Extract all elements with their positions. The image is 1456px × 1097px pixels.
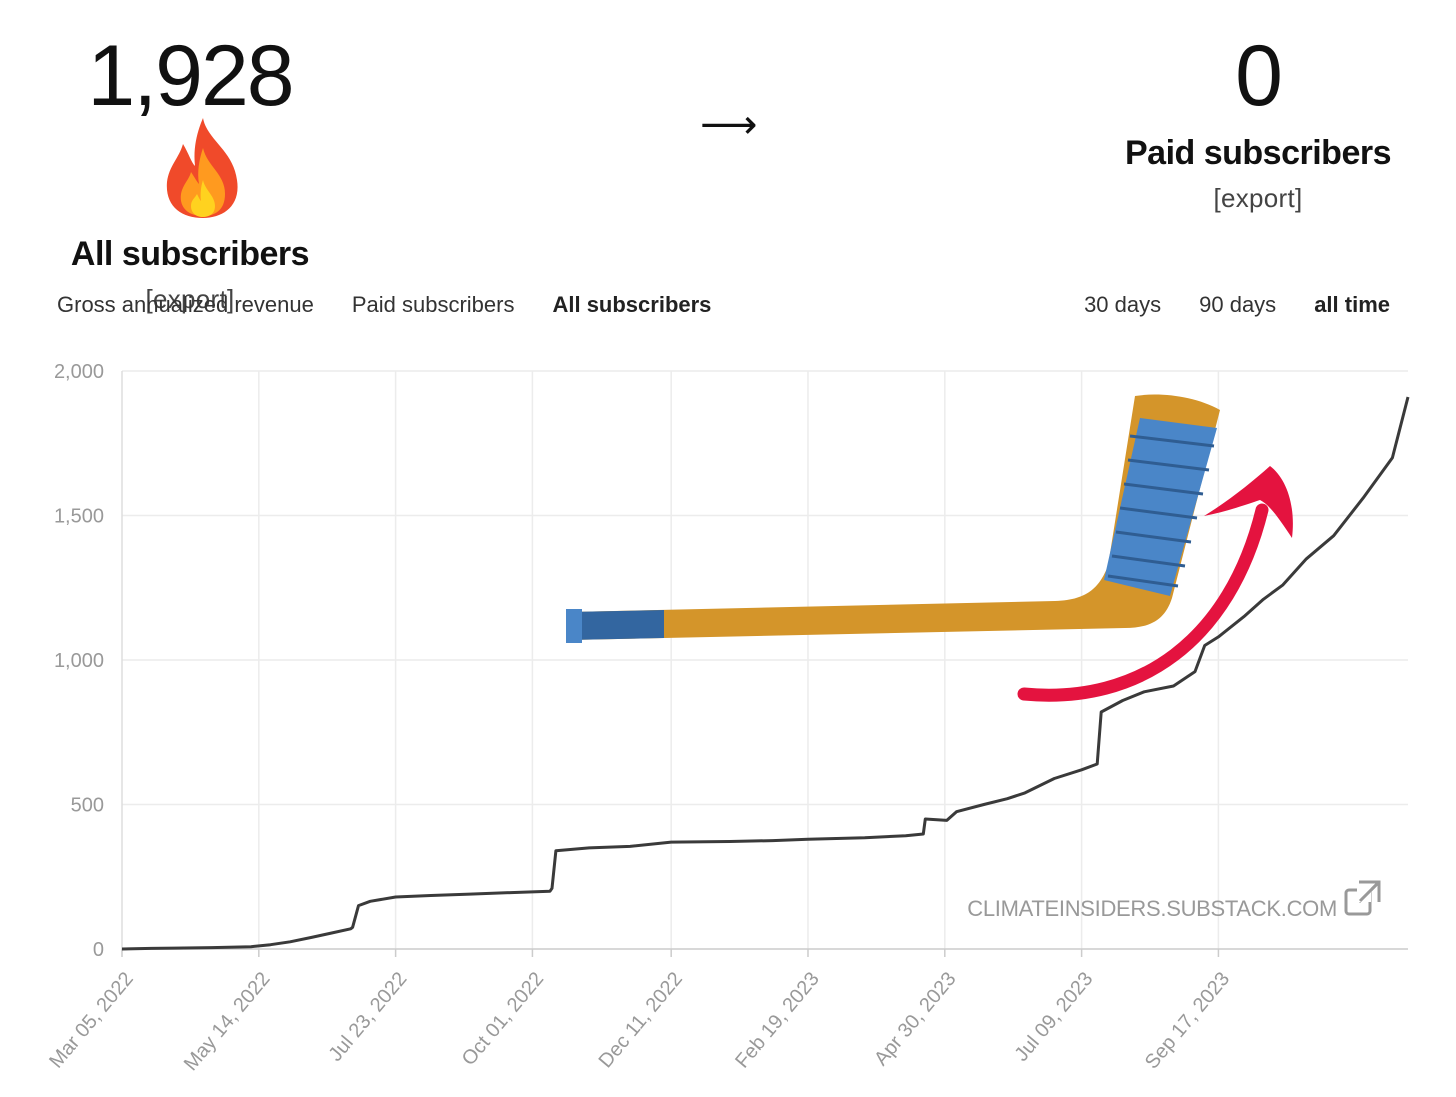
export-all-link[interactable]: [export]: [145, 284, 235, 314]
hockey-stick-icon: [566, 394, 1220, 643]
range-30-days[interactable]: 30 days: [1084, 292, 1162, 317]
tab-gross-annualized-revenue[interactable]: Gross annualized revenue: [57, 292, 314, 317]
x-tick-label: May 14, 2022: [180, 968, 275, 1075]
paid-subscribers-stat: 0 Paid subscribers [export]: [1108, 28, 1408, 214]
watermark-text[interactable]: CLIMATEINSIDERS.SUBSTACK.COM: [967, 896, 1337, 921]
red-curved-arrow-icon: [1017, 466, 1293, 702]
x-tick-label: Oct 01, 2022: [458, 968, 548, 1070]
y-tick-label: 500: [71, 795, 104, 817]
all-subscribers-count: 1,928: [87, 28, 294, 124]
series-line-all-subscribers: [121, 396, 1410, 951]
range-tabs: 30 days 90 days all time: [1084, 292, 1390, 318]
tab-all-subscribers[interactable]: All subscribers: [552, 292, 712, 317]
y-tick-label: 1,500: [54, 506, 104, 528]
x-tick-label: Jul 09, 2023: [1011, 968, 1098, 1066]
tab-paid-subscribers[interactable]: Paid subscribers: [351, 292, 515, 317]
external-link-icon[interactable]: [1344, 880, 1381, 916]
x-axis-ticks: Mar 05, 2022 May 14, 2022 Jul 23, 2022 Oct …: [45, 949, 1234, 1075]
x-tick-label: Sep 17, 2023: [1141, 968, 1234, 1073]
paid-subscribers-count: 0: [1235, 28, 1283, 124]
x-tick-label: Apr 30, 2023: [870, 968, 960, 1070]
y-axis-ticks: 0 500 1,000 1,500 2,000: [54, 361, 104, 961]
y-tick-label: 2,000: [54, 361, 104, 383]
range-90-days[interactable]: 90 days: [1199, 292, 1277, 317]
x-tick-label: Feb 19, 2023: [731, 968, 824, 1072]
all-subscribers-stat: 1,928 All subscribers [export]: [40, 28, 340, 315]
y-tick-label: 1,000: [54, 650, 104, 672]
range-all-time[interactable]: all time: [1314, 292, 1390, 317]
chart-grid: [122, 370, 1408, 949]
y-tick-label: 0: [93, 939, 104, 961]
x-tick-label: Mar 05, 2022: [45, 968, 138, 1072]
fire-icon: [163, 114, 243, 225]
x-tick-label: Dec 11, 2022: [595, 968, 687, 1072]
arrow-right-icon: ⟶: [700, 103, 758, 147]
metric-tabs: Gross annualized revenue Paid subscriber…: [57, 292, 711, 318]
export-paid-link[interactable]: [export]: [1213, 183, 1303, 213]
all-subscribers-label: All subscribers: [70, 235, 310, 273]
x-tick-label: Jul 23, 2022: [325, 968, 412, 1066]
paid-subscribers-label: Paid subscribers: [1124, 134, 1392, 172]
